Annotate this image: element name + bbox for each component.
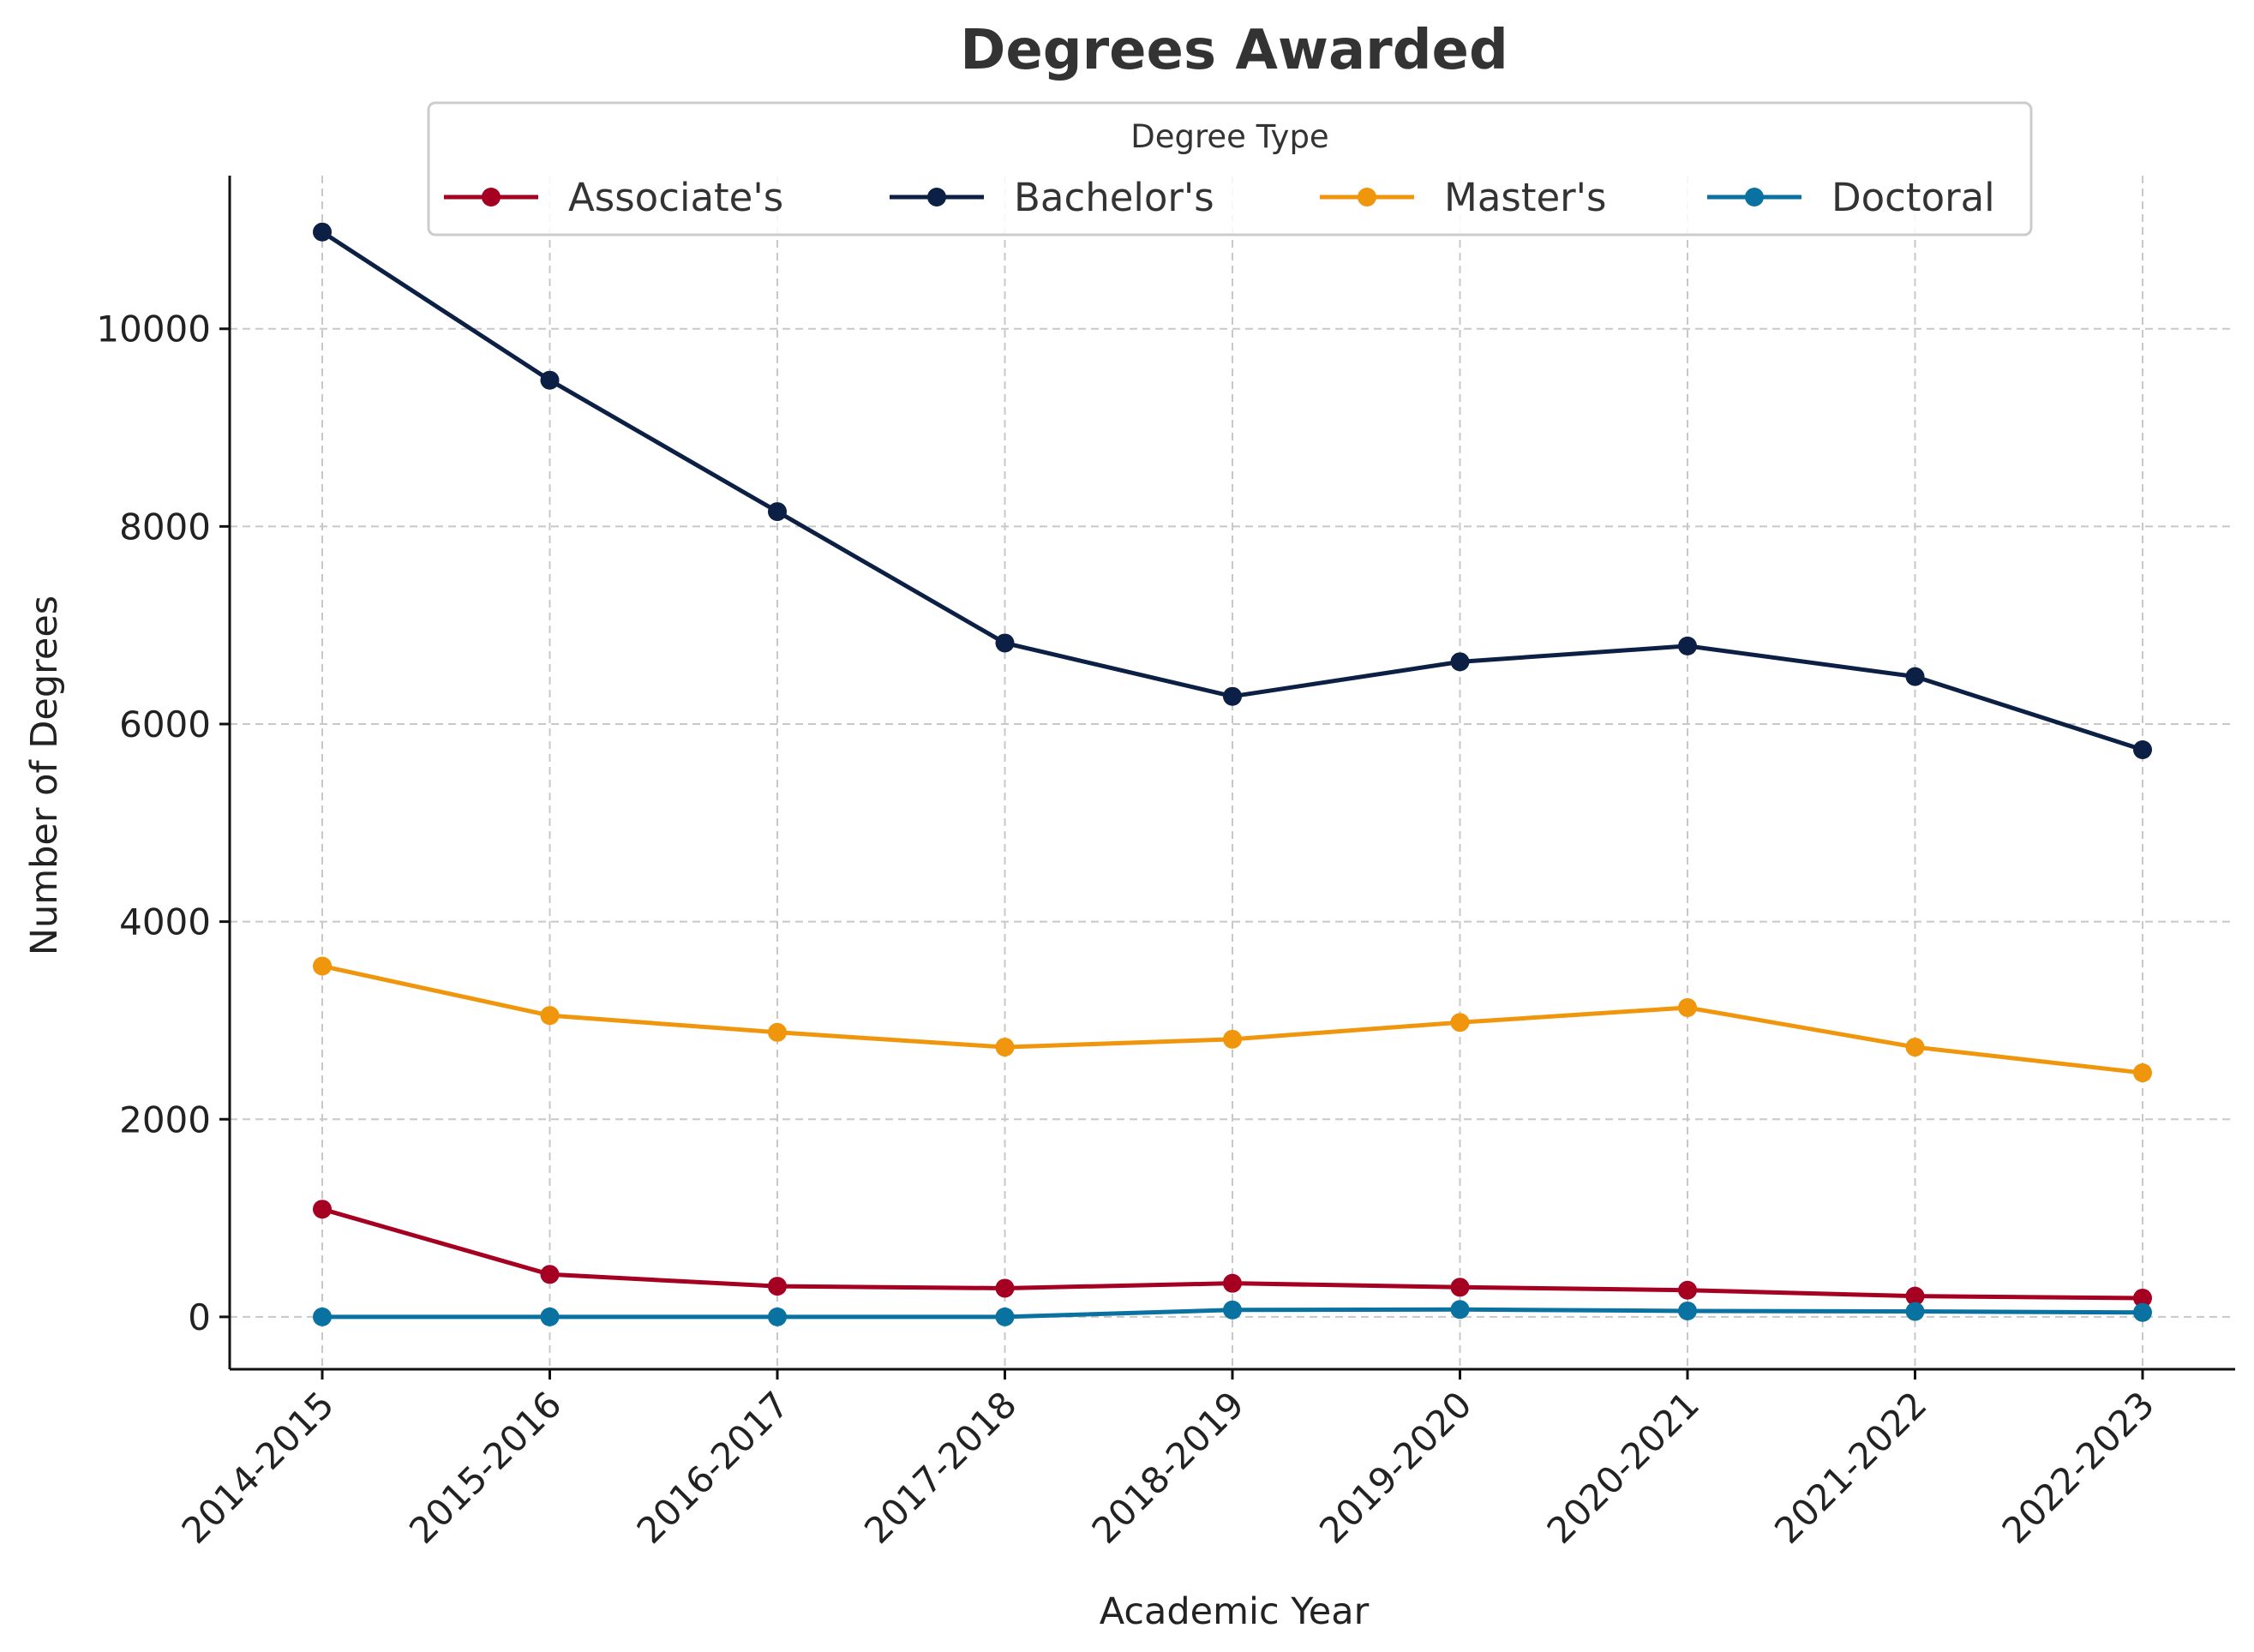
x-axis-label: Academic Year [1100,1590,1370,1633]
series-layer [313,222,2152,1326]
data-point-associate-s [768,1277,787,1296]
y-tick-label: 0 [188,1296,211,1338]
data-point-master-s [1223,1029,1242,1049]
data-point-bachelor-s [540,370,560,390]
legend-label: Associate's [568,175,783,220]
y-tick-label: 8000 [119,506,211,548]
data-point-associate-s [2133,1288,2152,1308]
data-point-master-s [540,1006,560,1026]
data-point-master-s [1678,997,1697,1017]
data-point-associate-s [1450,1278,1470,1297]
legend-swatch-marker [1358,188,1376,206]
x-tick-label: 2017-2018 [856,1383,1025,1552]
data-point-master-s [2133,1063,2152,1083]
data-point-doctoral [313,1307,332,1326]
data-point-associate-s [313,1200,332,1219]
x-tick-label: 2018-2019 [1084,1383,1253,1552]
x-tick-label: 2015-2016 [401,1383,570,1552]
legend-title: Degree Type [1130,118,1328,155]
data-point-master-s [768,1022,787,1042]
y-axis-label: Number of Degrees [23,596,66,955]
x-tick-label: 2014-2015 [174,1383,343,1552]
y-tick-label: 6000 [119,703,211,745]
legend-label: Master's [1444,175,1607,220]
data-point-associate-s [540,1265,560,1284]
legend-item-associate-s: Associate's [444,175,783,220]
legend-swatch-marker [1745,188,1764,206]
data-point-master-s [1905,1038,1925,1057]
data-point-bachelor-s [995,633,1015,653]
data-point-bachelor-s [1223,686,1242,706]
data-point-doctoral [768,1307,787,1326]
data-point-doctoral [1450,1300,1470,1320]
data-point-associate-s [1223,1273,1242,1293]
data-point-doctoral [1678,1301,1697,1320]
data-point-master-s [995,1038,1015,1057]
legend-swatch-marker [482,188,501,206]
series-associate-s [313,1200,2152,1308]
data-point-doctoral [1905,1302,1925,1321]
data-point-associate-s [995,1278,1015,1298]
x-tick-label: 2021-2022 [1766,1383,1935,1552]
legend-label: Bachelor's [1014,175,1214,220]
data-point-master-s [313,956,332,976]
legend-item-master-s: Master's [1320,175,1607,220]
data-point-master-s [1450,1013,1470,1032]
series-bachelor-s [313,222,2152,759]
x-tick-label: 2016-2017 [629,1383,798,1552]
data-point-bachelor-s [313,222,332,242]
y-tick-label: 10000 [96,308,211,350]
data-point-bachelor-s [768,502,787,522]
data-point-associate-s [1905,1286,1925,1306]
data-point-doctoral [995,1307,1015,1326]
data-point-doctoral [540,1307,560,1326]
chart-title: Degrees Awarded [960,19,1508,82]
data-point-bachelor-s [2133,739,2152,759]
data-point-bachelor-s [1450,652,1470,672]
legend-swatch-marker [927,188,946,206]
x-tick-label: 2020-2021 [1539,1383,1708,1552]
grid-layer [230,176,2235,1369]
legend-box [427,101,2033,236]
data-point-associate-s [1678,1280,1697,1300]
data-point-doctoral [2133,1302,2152,1322]
legend-item-doctoral: Doctoral [1707,175,1995,220]
series-master-s [313,956,2152,1083]
legend-label: Doctoral [1831,175,1995,220]
data-point-bachelor-s [1678,636,1697,655]
legend: Degree Type Associate's Bachelor's Master's… [427,101,2033,236]
series-doctoral [313,1300,2152,1326]
y-tick-label: 2000 [119,1098,211,1140]
x-tick-label: 2022-2023 [1994,1383,2163,1552]
data-point-bachelor-s [1905,667,1925,686]
data-point-doctoral [1223,1300,1242,1320]
legend-item-bachelor-s: Bachelor's [890,175,1214,220]
x-tick-label: 2019-2020 [1311,1383,1480,1552]
y-tick-label: 4000 [119,901,211,943]
